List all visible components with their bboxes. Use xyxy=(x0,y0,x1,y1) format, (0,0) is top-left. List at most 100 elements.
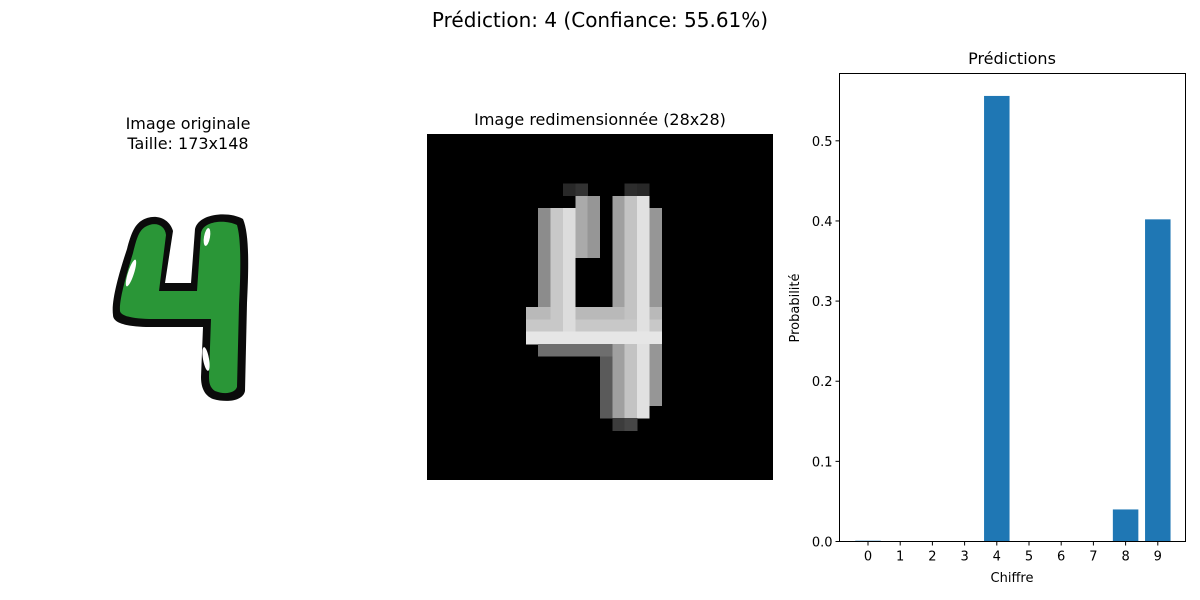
pixel xyxy=(575,319,588,332)
pixel xyxy=(538,307,551,320)
bar-9 xyxy=(1145,219,1171,542)
pixel xyxy=(550,307,564,320)
resized-digit-image xyxy=(427,134,773,480)
pixel xyxy=(562,319,576,332)
pixel xyxy=(612,282,625,295)
pixel xyxy=(649,269,663,283)
pixel xyxy=(600,356,613,370)
pixel xyxy=(649,257,663,271)
chart-title: Prédictions xyxy=(968,49,1056,68)
pixel xyxy=(612,307,625,320)
pixel xyxy=(575,307,588,320)
pixel xyxy=(624,257,638,271)
pixel xyxy=(624,356,638,370)
pixel xyxy=(637,195,650,209)
y-tick-label-2: 0.2 xyxy=(812,375,833,390)
pixel xyxy=(562,307,576,320)
pixel xyxy=(624,381,638,394)
pixel xyxy=(612,344,625,357)
pixel xyxy=(562,183,576,197)
pixel xyxy=(637,381,650,394)
x-tick-label-5: 5 xyxy=(1025,550,1033,565)
pixel xyxy=(624,307,638,320)
pixel xyxy=(575,331,588,345)
pixel xyxy=(575,245,588,258)
pixel xyxy=(624,208,638,221)
pixel xyxy=(550,220,564,234)
pixel xyxy=(562,344,576,357)
pixel xyxy=(562,220,576,234)
pixel xyxy=(550,294,564,308)
pixel xyxy=(550,331,564,345)
figure-title: Prédiction: 4 (Confiance: 55.61%) xyxy=(431,8,769,32)
y-tick-label-1: 0.1 xyxy=(812,455,833,470)
pixel xyxy=(550,232,564,246)
pixel xyxy=(600,368,613,382)
pixel xyxy=(612,294,625,308)
x-axis-label: Chiffre xyxy=(991,571,1034,586)
y-tick-label-3: 0.3 xyxy=(812,295,833,310)
x-tick-label-7: 7 xyxy=(1089,550,1097,565)
pixel xyxy=(587,208,601,221)
pixel xyxy=(587,307,601,320)
pixel xyxy=(575,208,588,221)
pixel xyxy=(562,269,576,283)
pixel xyxy=(637,245,650,258)
pixel xyxy=(538,257,551,271)
pixel xyxy=(587,245,601,258)
resized-image-title: Image redimensionnée (28x28) xyxy=(474,110,726,129)
pixel xyxy=(612,208,625,221)
pixel xyxy=(612,269,625,283)
pixel xyxy=(612,319,625,332)
pixel xyxy=(550,269,564,283)
x-tick-label-2: 2 xyxy=(928,550,936,565)
pixel xyxy=(600,319,613,332)
pixel xyxy=(624,245,638,258)
pixel xyxy=(587,220,601,234)
pixel xyxy=(612,220,625,234)
pixel xyxy=(637,208,650,221)
pixel xyxy=(538,232,551,246)
pixel xyxy=(649,368,663,382)
pixel xyxy=(600,405,613,419)
pixel xyxy=(600,331,613,345)
pixel xyxy=(612,245,625,258)
pixel xyxy=(649,294,663,308)
original-image-title-line1: Image originale xyxy=(125,114,251,133)
pixel xyxy=(612,368,625,382)
pixel xyxy=(612,381,625,394)
pixel xyxy=(587,232,601,246)
bar-4 xyxy=(984,95,1010,542)
pixel xyxy=(550,245,564,258)
x-tick-label-4: 4 xyxy=(993,550,1001,565)
pixel xyxy=(550,344,564,357)
pixel xyxy=(624,344,638,357)
pixel xyxy=(550,282,564,295)
pixel xyxy=(575,220,588,234)
x-axis-ticks: 0 1 2 3 4 5 6 7 8 9 xyxy=(864,541,1162,565)
pixel xyxy=(624,282,638,295)
pixel xyxy=(538,282,551,295)
pixel xyxy=(637,282,650,295)
digit-highlight-1 xyxy=(125,259,137,287)
pixel xyxy=(612,356,625,370)
pixel xyxy=(575,195,588,209)
y-tick-label-5: 0.5 xyxy=(812,135,833,150)
pixel xyxy=(649,356,663,370)
pixel xyxy=(538,208,551,221)
pixel xyxy=(562,232,576,246)
pixel xyxy=(612,232,625,246)
pixel xyxy=(637,405,650,419)
pixel xyxy=(637,269,650,283)
pixel xyxy=(624,232,638,246)
pixel xyxy=(538,344,551,357)
pixel xyxy=(612,405,625,419)
pixel xyxy=(637,232,650,246)
original-digit-image xyxy=(112,214,249,401)
pixel xyxy=(562,257,576,271)
original-image-title: Image originale Taille: 173x148 xyxy=(88,114,288,154)
pixel xyxy=(587,344,601,357)
pixel xyxy=(624,393,638,407)
pixel xyxy=(575,232,588,246)
